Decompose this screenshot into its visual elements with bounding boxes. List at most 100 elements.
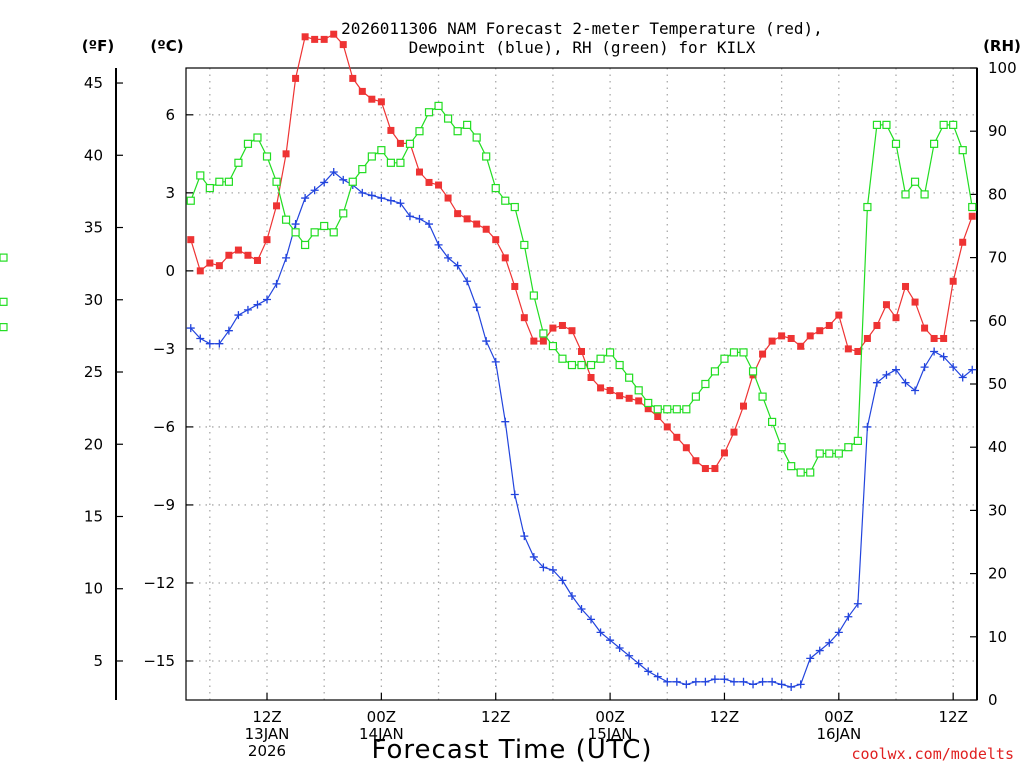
celsius-tick-label: −15 (143, 652, 175, 670)
dewpoint-point (548, 565, 557, 574)
rh-point (901, 190, 910, 199)
dewpoint-point (434, 240, 443, 249)
celsius-tick-label: −3 (153, 340, 175, 358)
temperature-point (654, 413, 662, 421)
dewpoint-point (653, 672, 662, 681)
x-tick-label: 12Z (710, 708, 739, 726)
temperature-point (616, 392, 624, 400)
rh-point (882, 120, 891, 129)
temperature-point (759, 350, 767, 358)
temperature-point (882, 301, 890, 309)
gridlines (186, 68, 977, 700)
rh-tick-label: 50 (988, 375, 1007, 393)
rh-point (367, 152, 376, 161)
temperature-point (692, 457, 700, 465)
dewpoint-point (625, 651, 634, 660)
temperature-point (558, 321, 566, 329)
rh-series-line (190, 105, 973, 474)
temperature-point (949, 277, 957, 285)
dewpoint-point (911, 386, 920, 395)
dewpoint-point (358, 188, 367, 197)
temperature-point (492, 236, 500, 244)
rh-point (329, 228, 338, 237)
dewpoint-point (968, 365, 977, 374)
dewpoint-point (520, 532, 529, 541)
temperature-point (520, 314, 528, 322)
dewpoint-point (720, 675, 729, 684)
temperature-point (587, 373, 595, 381)
rh-point (310, 228, 319, 237)
rh-point (548, 341, 558, 351)
temperature-point (968, 212, 976, 220)
x-tick-label: 15JAN (588, 725, 633, 743)
rh-point (844, 443, 853, 452)
fahrenheit-tick-label: 10 (84, 580, 103, 598)
x-tick-label: 2026 (248, 742, 286, 760)
x-tick-label: 13JAN (245, 725, 290, 743)
rh-point (348, 177, 357, 186)
temperature-point (787, 334, 795, 342)
data-series (0, 31, 977, 691)
rh-point (701, 379, 710, 389)
temperature-point (673, 433, 681, 441)
rh-point (615, 360, 624, 370)
dewpoint-point (243, 305, 252, 314)
rh-point (339, 209, 348, 218)
temperature-point (196, 267, 204, 275)
fahrenheit-tick-label: 5 (93, 652, 103, 670)
dewpoint-point (291, 220, 300, 229)
temperature-point (187, 236, 195, 244)
dewpoint-point (682, 680, 691, 689)
rh-point (729, 348, 739, 357)
temperature-point (568, 327, 576, 335)
rh-point (596, 354, 605, 363)
temperature-point (339, 41, 347, 49)
temperature-point (720, 449, 728, 457)
temperature-point (597, 384, 605, 392)
rh-point (949, 120, 958, 129)
rh-point (787, 462, 796, 471)
temperature-point (454, 210, 462, 218)
rh-point (815, 449, 824, 458)
temperature-point (930, 334, 938, 342)
dewpoint-point (863, 422, 872, 431)
dewpoint-point (234, 311, 243, 320)
temperature-point (578, 347, 585, 355)
rh-point (301, 240, 310, 250)
rh-point (472, 133, 481, 142)
rh-point (672, 405, 681, 414)
rh-point (358, 165, 367, 174)
rh-tick-label: 20 (988, 565, 1007, 583)
rh-point (806, 468, 815, 477)
dewpoint-point (196, 334, 205, 343)
dewpoint-point (806, 654, 815, 663)
temperature-point (835, 311, 843, 319)
dewpoint-point (339, 175, 348, 184)
dewpoint-point (587, 615, 596, 624)
temperature-point (873, 321, 881, 329)
rh-unit-label: (RH) (983, 37, 1021, 55)
dewpoint-point (691, 677, 700, 686)
rh-point (777, 443, 786, 452)
dewpoint-point (215, 339, 224, 348)
temperature-point (816, 327, 824, 335)
temperature-point (301, 33, 309, 41)
x-tick-label: 14JAN (359, 725, 404, 743)
rh-point (377, 146, 386, 155)
dewpoint-point (634, 659, 643, 668)
temperature-point (511, 282, 519, 290)
celsius-tick-label: −6 (153, 418, 175, 436)
rh-point (501, 196, 510, 205)
rh-point (739, 348, 748, 357)
dewpoint-point (491, 357, 500, 366)
rh-point (405, 139, 415, 148)
x-tick-label: 00Z (367, 708, 396, 726)
temperature-point (740, 402, 748, 410)
temperature-point (415, 168, 423, 176)
rh-tick-label: 90 (988, 122, 1007, 140)
rh-point (434, 101, 443, 111)
dewpoint-point (701, 677, 710, 686)
celsius-tick-label: 6 (165, 106, 175, 124)
temperature-point (911, 298, 919, 306)
rh-point (243, 139, 253, 148)
